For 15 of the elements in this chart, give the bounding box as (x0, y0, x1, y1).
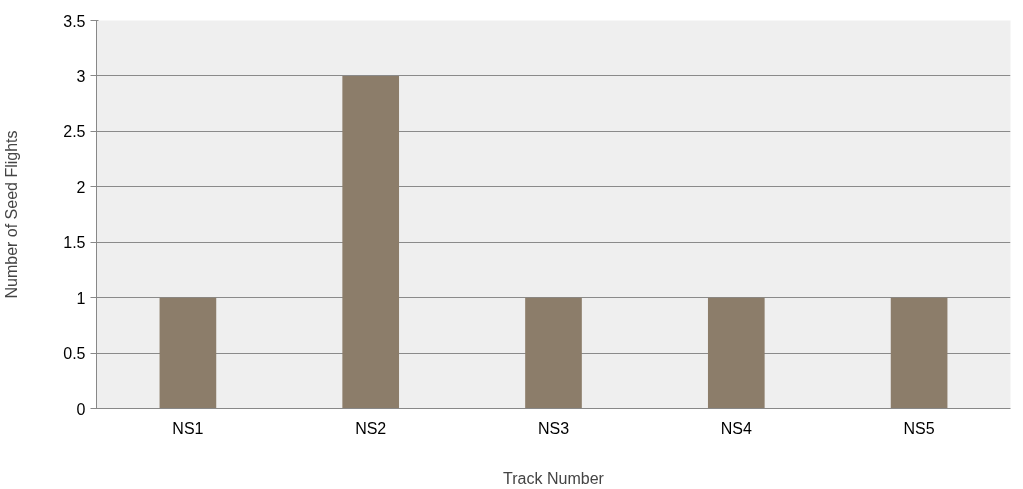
x-tick-label: NS4 (720, 419, 752, 437)
x-axis-title: Track Number (503, 469, 605, 487)
y-axis-title: Number of Seed Flights (3, 130, 21, 299)
y-tick-label: 1.5 (63, 234, 86, 252)
x-tick-label: NS1 (172, 419, 204, 437)
x-tick-label: NS5 (903, 419, 935, 437)
x-tick-label: NS3 (537, 419, 570, 437)
y-tick-label: 2.5 (63, 123, 86, 141)
y-tick-label: 0 (76, 400, 86, 418)
y-tick-label: 2 (76, 178, 86, 196)
y-tick-label: 3.5 (63, 12, 86, 30)
y-tick-label: 0.5 (63, 345, 86, 363)
x-tick-label: NS2 (355, 419, 387, 437)
y-tick-label: 1 (76, 289, 86, 307)
y-tick-label: 3 (76, 67, 86, 85)
